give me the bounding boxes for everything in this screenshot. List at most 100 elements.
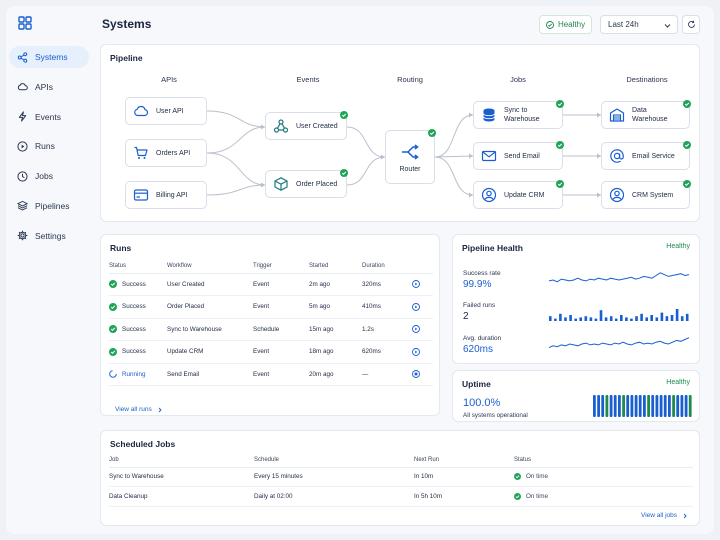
column-header[interactable]: Schedule (254, 453, 414, 468)
refresh-button[interactable] (682, 15, 700, 34)
status-cell: Success (109, 318, 167, 341)
column-header-actions (412, 260, 433, 274)
grid-logo-icon[interactable] (18, 16, 32, 30)
sidebar-item-label: Runs (35, 141, 55, 152)
webhook-icon (273, 119, 289, 133)
table-row[interactable]: Success Order Placed Event 5m ago 410ms (109, 295, 433, 319)
check-icon (556, 100, 564, 108)
node-job-update-crm[interactable]: Update CRM (473, 180, 564, 209)
node-dest-crm-system[interactable]: CRM System (601, 180, 691, 209)
column-header[interactable]: Started (309, 260, 362, 274)
table-row[interactable]: Success User Created Event 2m ago 320ms (109, 273, 433, 296)
user-circle-icon (481, 187, 497, 203)
table-row[interactable]: Data Cleanup Daily at 02:00 In 5h 10m On… (109, 486, 693, 507)
status-success: Success (109, 347, 167, 356)
node-orders-api[interactable]: Orders API (125, 139, 207, 167)
node-label: Orders API (156, 149, 191, 157)
view-all-runs-link[interactable]: View all runs (115, 406, 163, 413)
node-label-line: Data (632, 107, 647, 114)
action-cell (412, 273, 433, 296)
play-circle-icon[interactable] (412, 347, 420, 356)
sidebar-item-systems[interactable]: Systems (9, 46, 89, 68)
sidebar-item-settings[interactable]: Settings (9, 225, 89, 247)
column-heading-jobs: Jobs (510, 75, 526, 84)
uptime-bar (668, 395, 671, 417)
stop-circle-icon[interactable] (412, 370, 420, 379)
sidebar-item-jobs[interactable]: Jobs (9, 165, 89, 187)
sidebar-item-apis[interactable]: APIs (9, 76, 89, 98)
uptime-bar (655, 395, 659, 417)
table-row[interactable]: Success Sync to Warehouse Schedule 15m a… (109, 318, 433, 341)
column-header[interactable]: Workflow (167, 260, 253, 274)
node-billing-api[interactable]: Billing API (125, 181, 207, 209)
next-run-cell: In 10m (414, 467, 514, 487)
column-header[interactable]: Trigger (253, 260, 309, 274)
runs-card: Runs Status Workflow Trigger Started Dur… (100, 234, 440, 416)
play-circle-icon[interactable] (412, 302, 420, 311)
column-header[interactable]: Status (109, 260, 167, 274)
uptime-bar (643, 395, 646, 417)
runs-title: Runs (110, 243, 132, 253)
uptime-bar (613, 395, 617, 417)
table-header-row: Status Workflow Trigger Started Duration (109, 260, 433, 274)
status-cell: Success (109, 273, 167, 296)
node-order-placed[interactable]: Order Placed (265, 169, 348, 198)
duration-cell: 620ms (362, 340, 412, 364)
envelope-icon (481, 150, 497, 162)
column-header[interactable]: Next Run (414, 453, 514, 468)
node-label: Send Email (504, 152, 540, 160)
play-circle-icon[interactable] (412, 280, 420, 289)
table-row[interactable]: Success Update CRM Event 18m ago 620ms (109, 340, 433, 364)
database-icon (483, 108, 495, 122)
status-success: Success (109, 302, 167, 311)
sidebar-item-runs[interactable]: Runs (9, 135, 89, 157)
check-circle-filled-icon (109, 347, 117, 356)
node-label: Sync to Warehouse (504, 106, 540, 124)
started-cell: 15m ago (309, 318, 362, 341)
node-dest-email-service[interactable]: Email Service (601, 141, 691, 170)
uptime-card: Uptime Healthy 100.0% All systems operat… (452, 370, 700, 422)
failed-runs-bars (549, 309, 689, 321)
table-row[interactable]: Sync to Warehouse Every 15 minutes In 10… (109, 467, 693, 487)
sidebar-item-events[interactable]: Events (9, 106, 89, 128)
play-circle-icon[interactable] (412, 325, 420, 334)
table-row[interactable]: Running Send Email Event 20m ago — (109, 363, 433, 386)
health-badge: Healthy (666, 243, 690, 250)
column-header[interactable]: Duration (362, 260, 412, 274)
failed-runs-bar (604, 317, 608, 321)
package-icon (274, 177, 288, 191)
uptime-bar (638, 395, 642, 417)
uptime-bar (605, 395, 609, 417)
failed-runs-bar (640, 313, 643, 321)
check-icon (683, 180, 691, 188)
check-circle-filled-icon (109, 302, 117, 311)
check-circle-filled-icon (514, 492, 521, 500)
sidebar-item-pipelines[interactable]: Pipelines (9, 195, 89, 217)
uptime-bar (684, 395, 688, 417)
failed-runs-value: 2 (463, 311, 469, 322)
time-range-select[interactable]: Last 24h (600, 15, 678, 34)
schedule-cell: Every 15 minutes (254, 467, 414, 487)
workflow-cell: User Created (167, 273, 253, 296)
column-header[interactable]: Status (514, 453, 693, 468)
node-job-send-email[interactable]: Send Email (473, 141, 564, 170)
node-user-created[interactable]: User Created (265, 111, 348, 140)
failed-runs-bar (609, 316, 613, 321)
failed-runs-bar (660, 312, 664, 321)
status-success: Success (109, 280, 167, 289)
uptime-bar (647, 395, 650, 417)
node-label-line: Sync to (504, 107, 528, 114)
node-dest-data-warehouse[interactable]: Data Warehouse (601, 100, 691, 129)
column-header[interactable]: Job (109, 453, 254, 468)
node-user-api[interactable]: User API (125, 97, 207, 125)
action-cell (412, 340, 433, 364)
uptime-bars (593, 395, 692, 417)
check-icon (340, 111, 348, 119)
view-all-jobs-link[interactable]: View all jobs (641, 512, 688, 519)
node-job-sync-warehouse[interactable]: Sync to Warehouse (473, 100, 564, 129)
play-circle-icon (17, 141, 28, 152)
node-router[interactable]: Router (385, 129, 436, 184)
column-heading-events: Events (296, 75, 320, 84)
status-badge[interactable]: Healthy (539, 15, 592, 34)
router-split-icon (402, 143, 419, 160)
